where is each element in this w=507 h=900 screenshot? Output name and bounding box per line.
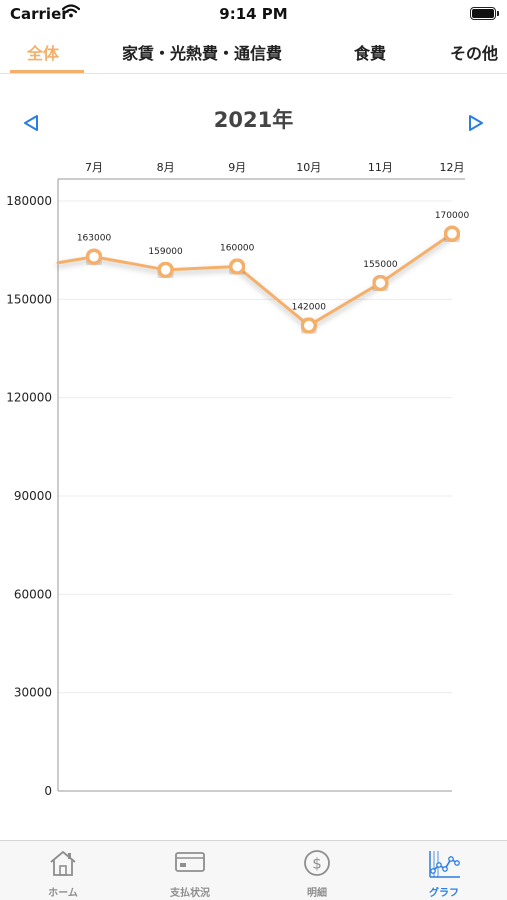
battery-icon (470, 7, 499, 20)
tab-other[interactable]: その他 (450, 44, 499, 63)
y-tick-label: 60000 (14, 587, 52, 601)
data-label: 142000 (292, 303, 327, 313)
tabbar-label-home: ホーム (48, 888, 78, 899)
y-tick-label: 150000 (6, 292, 52, 306)
data-point (157, 261, 174, 279)
dollar-circle-icon: $ (304, 850, 330, 876)
y-tick-label: 0 (44, 784, 52, 798)
data-point (85, 248, 103, 265)
prev-year-icon[interactable] (22, 114, 40, 132)
line-graph-icon (429, 851, 460, 878)
series-line (56, 232, 454, 328)
y-tick-label: 90000 (14, 489, 52, 503)
monthly-expense-chart: 0 30000 60000 90000 120000 150000 180000 7月 8月 9月… (6, 161, 470, 798)
y-tick-label: 30000 (14, 686, 52, 700)
data-label: 163000 (77, 234, 112, 244)
tab-rent-utilities[interactable]: 家賃・光熱費・通信費 (122, 44, 283, 63)
tab-food[interactable]: 食費 (354, 44, 387, 63)
x-tick-label: 11月 (368, 161, 393, 174)
carrier-label: Carrier (10, 5, 69, 23)
x-tick-label: 10月 (296, 161, 321, 174)
category-tabs: 全体 家賃・光熱費・通信費 食費 その他 (0, 30, 507, 74)
x-tick-label: 12月 (440, 161, 465, 174)
x-tick-label: 9月 (228, 161, 246, 174)
tabbar-item-payment-status[interactable]: 支払状況 (127, 841, 253, 900)
y-tick-label: 120000 (6, 391, 52, 405)
tabbar-item-details[interactable]: $ 明細 (254, 841, 380, 900)
x-tick-label: 8月 (157, 161, 175, 174)
next-year-icon[interactable] (467, 114, 485, 132)
svg-text:$: $ (312, 855, 322, 873)
house-icon (50, 851, 76, 876)
tabbar-label-payment-status: 支払状況 (170, 888, 210, 899)
credit-card-icon (175, 852, 205, 872)
data-point (228, 258, 246, 275)
tabbar-item-home[interactable]: ホーム (0, 841, 126, 900)
tabbar-item-graph[interactable]: グラフ (381, 841, 507, 900)
tabbar-label-details: 明細 (307, 888, 327, 899)
tab-all[interactable]: 全体 (27, 44, 60, 63)
x-tick-label: 7月 (85, 161, 103, 174)
data-label: 170000 (435, 211, 470, 221)
status-time: 9:14 PM (219, 5, 288, 23)
data-label: 155000 (363, 260, 398, 270)
data-point (372, 274, 389, 292)
wifi-icon (62, 4, 80, 18)
data-label: 160000 (220, 244, 255, 254)
data-point (300, 317, 318, 334)
y-tick-label: 180000 (6, 194, 52, 208)
data-point (443, 225, 461, 243)
status-bar: Carrier 9:14 PM (0, 0, 507, 30)
tabbar-label-graph: グラフ (429, 888, 459, 899)
year-title: 2021年 (213, 108, 294, 132)
bottom-tab-bar: ホーム 支払状況 $ 明細 グラフ (0, 840, 507, 900)
data-label: 159000 (148, 247, 183, 257)
active-tab-indicator (10, 70, 84, 73)
